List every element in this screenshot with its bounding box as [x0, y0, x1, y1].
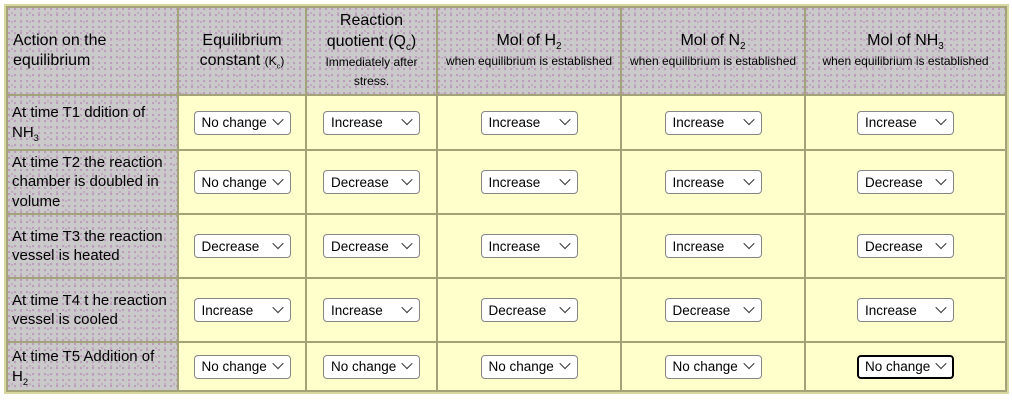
- column-header-action: Action on the equilibrium: [6, 6, 179, 96]
- cell-qc-t2: Decrease: [305, 149, 438, 215]
- cell-qc-t1: Increase: [305, 94, 438, 151]
- chevron-down-icon: [271, 301, 284, 313]
- select-qc-t5[interactable]: No change: [323, 354, 420, 379]
- cell-qc-t3: Decrease: [305, 213, 438, 279]
- select-qc-t3[interactable]: Decrease: [323, 234, 420, 258]
- chevron-down-icon: [401, 301, 413, 313]
- cell-qc-t5: No change: [305, 341, 438, 392]
- chevron-down-icon: [558, 113, 571, 126]
- select-qc-t2[interactable]: Decrease: [323, 170, 420, 194]
- cell-kc-t5: No change: [177, 341, 307, 392]
- row-label-t5: At time T5 Addition of H2: [6, 341, 179, 392]
- cell-nh3-t3: Decrease: [804, 213, 1007, 279]
- chevron-down-icon: [401, 113, 413, 126]
- chevron-down-icon: [742, 237, 755, 249]
- chevron-down-icon: [935, 237, 947, 249]
- select-h2-t1[interactable]: Increase: [480, 110, 578, 135]
- select-qc-t1[interactable]: Increase: [323, 110, 420, 135]
- cell-kc-t2: No change: [177, 149, 307, 215]
- column-header-qc: Reaction quotient (Qc) Immediately after…: [305, 6, 438, 96]
- select-kc-t4[interactable]: Increase: [193, 298, 291, 322]
- cell-h2-t5: No change: [436, 341, 622, 392]
- chevron-down-icon: [558, 301, 571, 313]
- select-h2-t3[interactable]: Increase: [480, 234, 578, 258]
- chevron-down-icon: [271, 113, 284, 126]
- chevron-down-icon: [935, 357, 947, 370]
- cell-kc-t4: Increase: [177, 277, 307, 343]
- chevron-down-icon: [742, 357, 755, 370]
- chevron-down-icon: [271, 357, 284, 370]
- chevron-down-icon: [935, 173, 947, 185]
- row-label-t1: At time T1 ddition of NH3: [6, 94, 179, 151]
- chevron-down-icon: [558, 173, 571, 185]
- select-nh3-t1[interactable]: Increase: [857, 110, 954, 135]
- select-nh3-t5[interactable]: No change: [857, 354, 954, 379]
- cell-nh3-t1: Increase: [804, 94, 1007, 151]
- cell-h2-t2: Increase: [436, 149, 622, 215]
- column-subtitle: when equilibrium is established: [445, 54, 613, 69]
- table-row: At time T2 the reaction chamber is doubl…: [6, 149, 1007, 215]
- cell-h2-t3: Increase: [436, 213, 622, 279]
- header-row: Action on the equilibrium Equilibrium co…: [6, 6, 1007, 96]
- chevron-down-icon: [742, 301, 755, 313]
- chevron-down-icon: [742, 173, 755, 185]
- select-qc-t4[interactable]: Increase: [323, 298, 420, 322]
- cell-n2-t4: Decrease: [620, 277, 806, 343]
- chevron-down-icon: [558, 237, 571, 249]
- column-subtitle: Immediately after stress.: [325, 55, 418, 88]
- column-header-kc: Equilibrium constant (Kc): [177, 6, 307, 96]
- table-row: At time T1 ddition of NH3 No change Incr…: [6, 94, 1007, 151]
- select-kc-t1[interactable]: No change: [193, 110, 291, 135]
- column-header-nh3: Mol of NH3 when equilibrium is establish…: [804, 6, 1007, 96]
- chevron-down-icon: [742, 113, 755, 126]
- select-nh3-t3[interactable]: Decrease: [857, 234, 954, 258]
- row-label-t3: At time T3 the reaction vessel is heated: [6, 213, 179, 279]
- select-n2-t5[interactable]: No change: [664, 354, 762, 379]
- cell-h2-t4: Decrease: [436, 277, 622, 343]
- equilibrium-table: Action on the equilibrium Equilibrium co…: [6, 6, 1007, 392]
- select-n2-t3[interactable]: Increase: [664, 234, 762, 258]
- column-subtitle: when equilibrium is established: [629, 54, 797, 69]
- column-subtitle: when equilibrium is established: [822, 54, 989, 69]
- cell-kc-t1: No change: [177, 94, 307, 151]
- select-nh3-t2[interactable]: Decrease: [857, 170, 954, 194]
- table-row: At time T5 Addition of H2 No change No c…: [6, 341, 1007, 392]
- cell-qc-t4: Increase: [305, 277, 438, 343]
- cell-nh3-t4: Increase: [804, 277, 1007, 343]
- cell-n2-t3: Increase: [620, 213, 806, 279]
- select-n2-t1[interactable]: Increase: [664, 110, 762, 135]
- cell-h2-t1: Increase: [436, 94, 622, 151]
- chevron-down-icon: [271, 237, 284, 249]
- cell-nh3-t2: Decrease: [804, 149, 1007, 215]
- select-h2-t2[interactable]: Increase: [480, 170, 578, 194]
- column-header-h2: Mol of H2 when equilibrium is establishe…: [436, 6, 622, 96]
- cell-kc-t3: Decrease: [177, 213, 307, 279]
- chevron-down-icon: [401, 173, 413, 185]
- select-nh3-t4[interactable]: Increase: [857, 298, 954, 322]
- chevron-down-icon: [558, 357, 571, 370]
- column-header-n2: Mol of N2 when equilibrium is establishe…: [620, 6, 806, 96]
- chevron-down-icon: [935, 113, 947, 126]
- table-row: At time T4 t he reaction vessel is coole…: [6, 277, 1007, 343]
- cell-n2-t2: Increase: [620, 149, 806, 215]
- select-kc-t2[interactable]: No change: [193, 170, 291, 194]
- table-row: At time T3 the reaction vessel is heated…: [6, 213, 1007, 279]
- chevron-down-icon: [401, 357, 413, 370]
- select-h2-t4[interactable]: Decrease: [480, 298, 578, 322]
- select-kc-t5[interactable]: No change: [193, 354, 291, 379]
- select-n2-t2[interactable]: Increase: [664, 170, 762, 194]
- select-kc-t3[interactable]: Decrease: [193, 234, 291, 258]
- cell-n2-t1: Increase: [620, 94, 806, 151]
- select-n2-t4[interactable]: Decrease: [664, 298, 762, 322]
- chevron-down-icon: [935, 301, 947, 313]
- chevron-down-icon: [401, 237, 413, 249]
- cell-nh3-t5: No change: [804, 341, 1007, 392]
- select-h2-t5[interactable]: No change: [480, 354, 578, 379]
- chevron-down-icon: [271, 173, 284, 185]
- row-label-t4: At time T4 t he reaction vessel is coole…: [6, 277, 179, 343]
- cell-n2-t5: No change: [620, 341, 806, 392]
- row-label-t2: At time T2 the reaction chamber is doubl…: [6, 149, 179, 215]
